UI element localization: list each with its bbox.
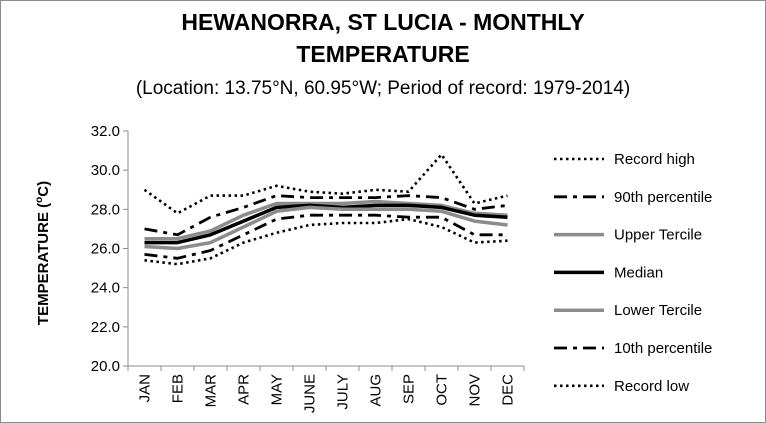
y-tick-label: 24.0	[91, 280, 120, 297]
series-line-upper-tercile	[144, 199, 508, 241]
y-axis-title: TEMPERATURE (oC)	[34, 181, 52, 325]
y-tick-label: 26.0	[91, 241, 120, 258]
x-tick-label: FEB	[170, 374, 187, 403]
x-tick-label: MAR	[203, 374, 220, 408]
x-tick-label: JAN	[137, 374, 154, 402]
legend-label-90th-percentile: 90th percentile	[614, 189, 712, 206]
y-tick-label: 20.0	[91, 358, 120, 375]
legend-label-lower-tercile: Lower Tercile	[614, 302, 702, 319]
x-tick-label: JUNE	[302, 374, 319, 413]
x-tick-label: JULY	[335, 374, 352, 410]
chart-subtitle: (Location: 13.75°N, 60.95°W; Period of r…	[135, 78, 631, 99]
series-line-90th-percentile	[144, 194, 508, 237]
x-tick-label: APR	[236, 374, 253, 405]
chart-title-line-1: HEWANORRA, ST LUCIA - MONTHLY	[181, 9, 585, 35]
x-tick-label: NOV	[467, 374, 484, 407]
x-axis-ticks: JAN FEB MAR APR MAY JUNE JULY AUG SEP OCT NOV DEC	[127, 366, 525, 413]
x-tick-label: AUG	[368, 374, 385, 407]
chart-title: HEWANORRA, ST LUCIA - MONTHLY TEMPERATUR…	[0, 6, 766, 70]
series-line-record-high	[143, 153, 508, 215]
y-tick-label: 30.0	[91, 162, 120, 179]
series-line-lower-tercile	[144, 205, 508, 251]
y-axis-title-degree: o	[34, 197, 45, 203]
series-lines	[143, 153, 508, 266]
legend-label-record-low: Record low	[614, 378, 689, 395]
y-tick-label: 22.0	[91, 319, 120, 336]
y-tick-label: 28.0	[91, 201, 120, 218]
y-tick-label: 32.0	[91, 123, 120, 140]
chart-title-line-2: TEMPERATURE	[296, 41, 470, 67]
y-axis-title-unit: C)	[35, 181, 52, 197]
x-tick-label: SEP	[401, 374, 418, 404]
x-tick-label: DEC	[500, 374, 517, 406]
legend-label-record-high: Record high	[614, 151, 695, 168]
legend-label-10th-percentile: 10th percentile	[614, 340, 712, 357]
y-axis-title-main: TEMPERATURE (	[35, 203, 52, 325]
series-line-10th-percentile	[144, 213, 508, 260]
x-tick-label: OCT	[434, 374, 451, 406]
x-tick-label: MAY	[269, 374, 286, 405]
legend-label-upper-tercile: Upper Tercile	[614, 227, 702, 244]
series-line-record-low	[144, 217, 508, 266]
y-axis-ticks: 20.0 22.0 24.0 26.0 28.0 30.0 32.0	[91, 123, 128, 375]
legend-label-median: Median	[614, 264, 663, 281]
legend: Record high 90th percentile Upper Tercile M…	[554, 151, 712, 395]
series-line-median	[144, 203, 508, 245]
